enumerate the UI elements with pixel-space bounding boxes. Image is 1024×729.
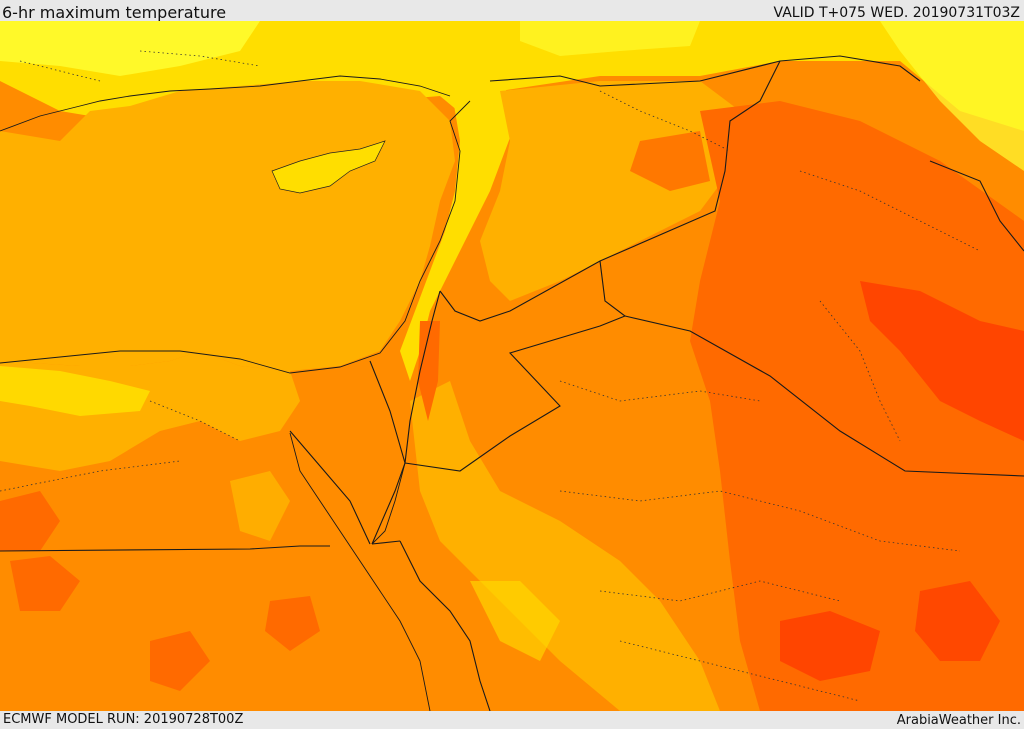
south-egypt-hot-patch [150,631,210,691]
southern-iraq-hottest [860,281,1024,441]
valid-time: VALID T+075 WED. 20190731T03Z [773,5,1020,21]
map-footer: ECMWF MODEL RUN: 20190728T00Z ArabiaWeat… [0,711,1024,729]
arabia-west-corridor [410,381,720,711]
hejaz-cool-streak [470,581,560,661]
map-canvas [0,21,1024,711]
national-borders [0,55,1024,711]
north-coolest-zone [0,21,260,76]
map-header: 6-hr maximum temperature VALID T+075 WED… [0,0,1024,22]
arabia-interior-hot-patch [780,611,880,681]
model-run-label: ECMWF MODEL RUN: 20190728T00Z [3,712,244,727]
sahara-hot-patch [10,556,80,611]
levant-coastal-strip [400,81,520,381]
jordan-valley [418,321,440,421]
northeast-cool-patch [880,21,1024,171]
map-title: 6-hr maximum temperature [2,3,227,22]
cyprus-island [271,140,386,194]
west-hot-patch [0,491,60,551]
north-cool-patch [520,21,700,56]
syria-hot-patch [630,131,710,191]
province-borders [0,50,981,702]
nile-delta-cool [0,366,150,416]
iraq-hot-zone [690,101,1024,711]
nile-valley-hot-patch [265,596,320,651]
temperature-map [0,21,1024,711]
east-arabia-hot-patch [915,581,1000,661]
egypt-cool-streak [230,471,290,541]
coastlines [0,75,471,711]
brand-label: ArabiaWeather Inc. [896,713,1021,728]
